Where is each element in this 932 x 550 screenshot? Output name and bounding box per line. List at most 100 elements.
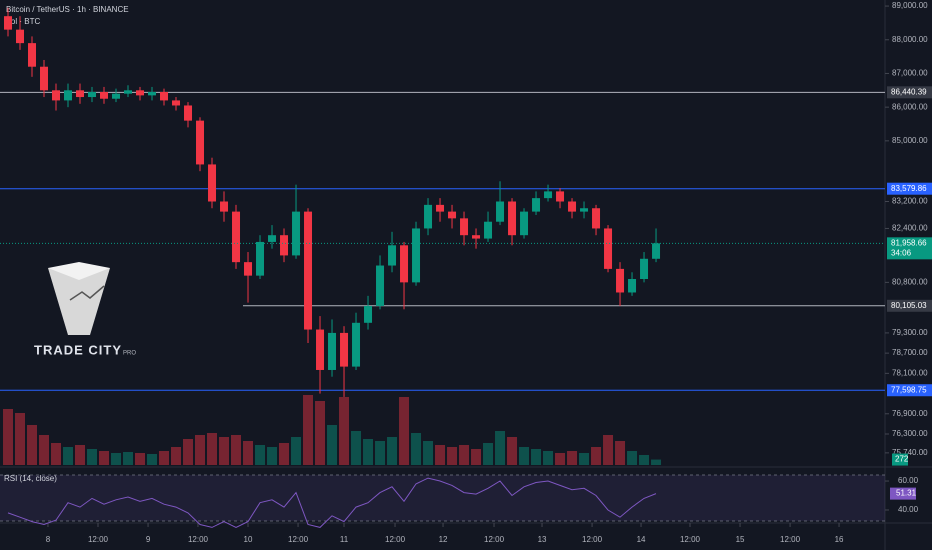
candle-body <box>544 191 553 199</box>
logo-line <box>69 285 105 301</box>
volume-bar <box>651 459 662 465</box>
y-tick-label: 83,200.00 <box>892 197 928 206</box>
candle-body <box>4 16 13 30</box>
candle-body <box>28 43 37 67</box>
y-tick-label: 86,000.00 <box>892 102 928 111</box>
level-tag <box>887 299 932 312</box>
x-tick-label: 16 <box>835 535 844 544</box>
brand: TRADE CITY <box>34 342 122 357</box>
volume-bar <box>351 431 362 465</box>
x-tick-label: 12:00 <box>780 535 801 544</box>
volume-bar <box>15 413 26 465</box>
volume-bar <box>459 445 470 465</box>
candle-body <box>148 91 157 96</box>
candle-body <box>508 201 517 236</box>
y-tick-label: 78,100.00 <box>892 368 928 377</box>
candle-body <box>400 245 409 283</box>
countdown: 34:06 <box>891 248 912 257</box>
x-tick-label: 9 <box>146 535 151 544</box>
candle-body <box>124 90 133 94</box>
candle-body <box>340 332 349 367</box>
y-tick-label: 78,700.00 <box>892 348 928 357</box>
candle-body <box>580 208 589 212</box>
y-tick-label: 79,300.00 <box>892 328 928 337</box>
x-tick-label: 13 <box>538 535 547 544</box>
candle-body <box>328 332 337 370</box>
candle-body <box>604 228 613 269</box>
x-tick-label: 8 <box>46 535 51 544</box>
candle-body <box>436 204 445 212</box>
x-tick-label: 14 <box>637 535 646 544</box>
volume-bar <box>207 433 218 465</box>
candle-body <box>292 211 301 256</box>
candle-body <box>388 245 397 266</box>
y-tick-label: 80,800.00 <box>892 277 928 286</box>
candle-body <box>592 208 601 229</box>
rsi-line <box>7 477 657 528</box>
x-tick-label: 12:00 <box>88 535 109 544</box>
volume-bar <box>3 409 14 465</box>
volume-bar <box>279 443 290 465</box>
candle-body <box>40 66 49 91</box>
last-price-tag <box>887 237 932 260</box>
candle-body <box>196 120 205 165</box>
y-tick-label: 85,000.00 <box>892 136 928 145</box>
candle-body <box>64 90 73 101</box>
candle-body <box>448 211 457 219</box>
level-tag <box>887 384 932 397</box>
volume-bar <box>567 451 578 465</box>
level-label: 83,579.86 <box>891 184 927 193</box>
volume-bar <box>603 435 614 465</box>
volume-bar <box>375 441 386 465</box>
level-label: 86,440.39 <box>891 87 927 96</box>
candle-body <box>100 91 109 99</box>
x-tick-label: 12:00 <box>680 535 701 544</box>
candle-body <box>16 29 25 44</box>
logo-top <box>48 262 110 280</box>
volume-bar <box>315 401 326 465</box>
volume-bar <box>615 441 626 465</box>
volume-bar <box>591 447 602 465</box>
volume-bar <box>327 425 338 465</box>
candle-body <box>352 322 361 367</box>
x-tick-label: 10 <box>244 535 253 544</box>
volume-bar <box>579 453 590 465</box>
volume-bar <box>627 451 638 465</box>
candle-body <box>232 211 241 263</box>
candle-body <box>424 204 433 229</box>
candle-body <box>76 90 85 98</box>
y-tick-label: 76,900.00 <box>892 409 928 418</box>
symbol-title: Bitcoin / TetherUS · 1h · BINANCE <box>6 5 129 14</box>
volume-bar <box>267 447 278 465</box>
volume-bar <box>411 433 422 465</box>
volume-bar <box>195 435 206 465</box>
volume-bar <box>543 451 554 465</box>
volume-bar <box>291 437 302 465</box>
volume-bar <box>435 445 446 465</box>
candle-body <box>412 228 421 283</box>
brand-suffix: PRO <box>123 351 136 357</box>
rsi-tick-label: 40.00 <box>898 505 919 514</box>
volume-bar <box>531 449 542 465</box>
volume-bar <box>303 395 314 465</box>
candle-body <box>88 91 97 98</box>
volume-bar <box>183 439 194 465</box>
y-tick-label: 75,740.00 <box>892 448 928 457</box>
volume-bar <box>171 447 182 465</box>
x-tick-label: 12:00 <box>484 535 505 544</box>
last-price-label: 81,958.66 <box>891 238 927 247</box>
volume-bar <box>507 437 518 465</box>
candle-body <box>520 211 529 236</box>
volume-bar <box>219 437 230 465</box>
logo-shape <box>48 268 110 335</box>
candle-body <box>268 235 277 242</box>
y-tick-label: 87,000.00 <box>892 69 928 78</box>
level-tag <box>887 86 932 99</box>
volume-value-label: 272 <box>895 455 909 464</box>
volume-bar <box>255 445 266 465</box>
volume-bar <box>63 447 74 465</box>
volume-bar <box>159 451 170 465</box>
x-tick-label: 12:00 <box>188 535 209 544</box>
candle-body <box>136 90 145 96</box>
volume-bar <box>111 453 122 465</box>
